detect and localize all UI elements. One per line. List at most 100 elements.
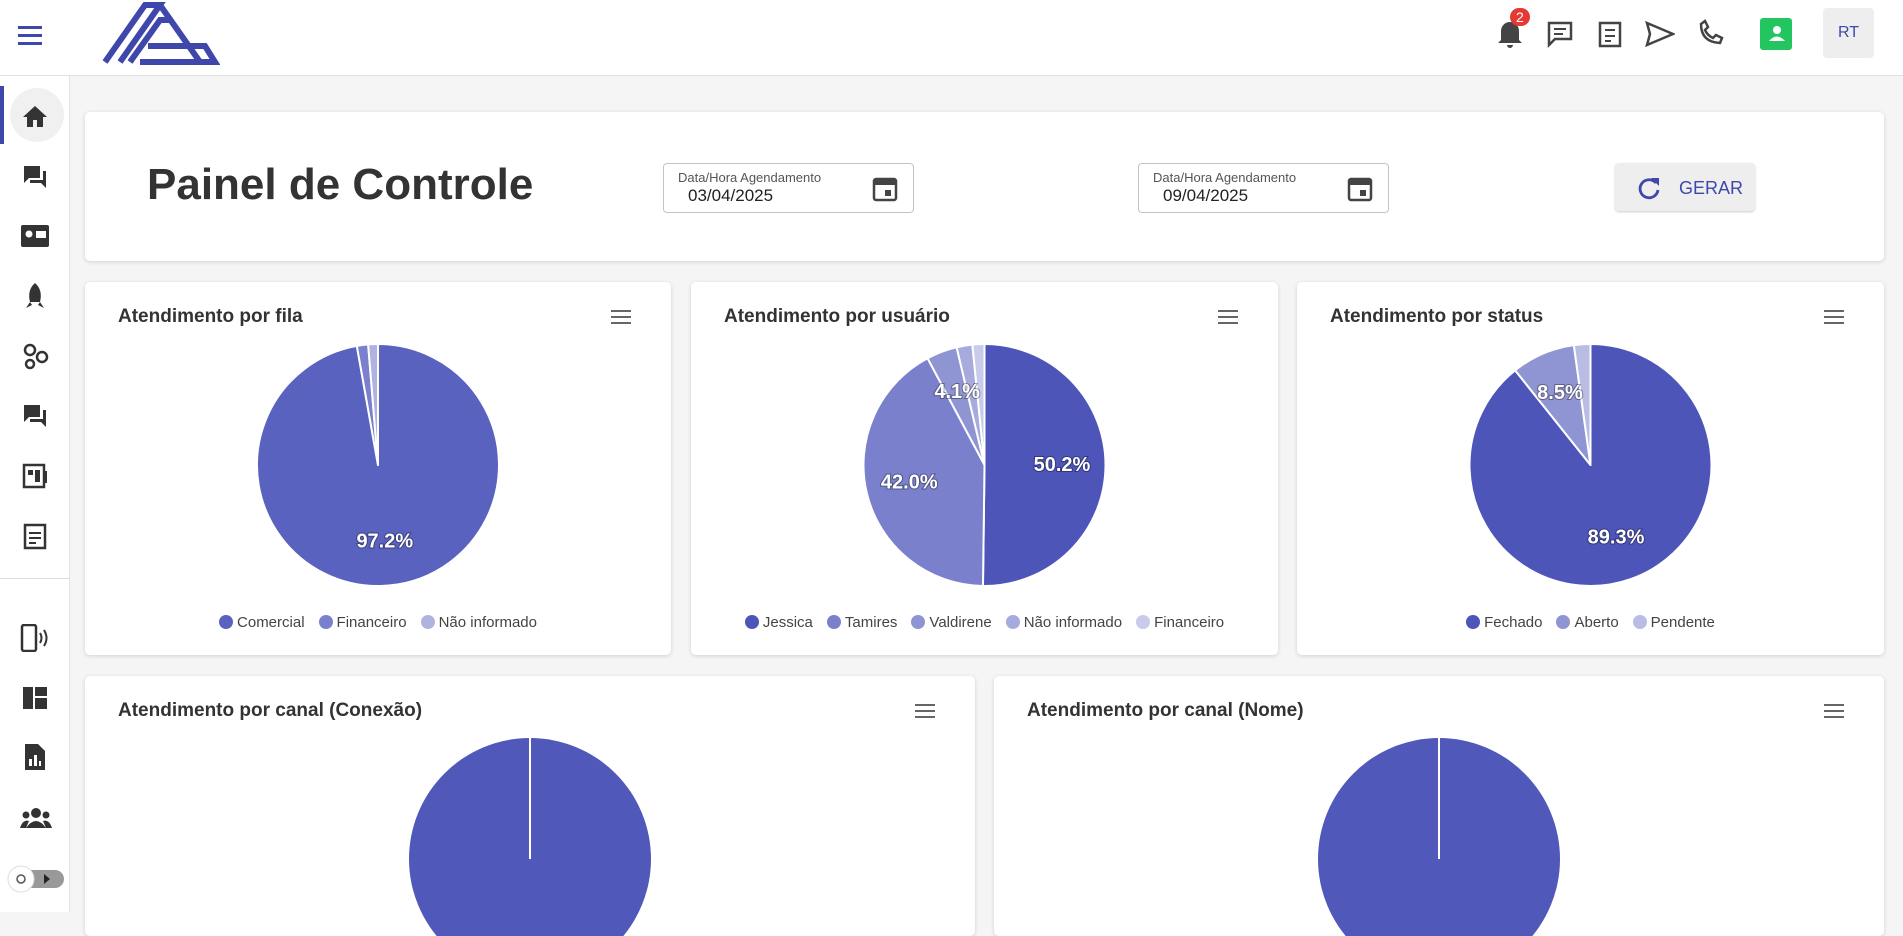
legend-item[interactable]: Pendente — [1632, 614, 1715, 631]
legend-label: Financeiro — [336, 614, 407, 631]
pie-slice — [862, 357, 986, 587]
menu-line — [1824, 716, 1844, 718]
chats-icon[interactable] — [22, 403, 48, 429]
chart-menu[interactable] — [611, 308, 633, 326]
legend-swatch — [318, 615, 333, 629]
legend-swatch — [420, 615, 435, 629]
panel-header: Painel de Controle Data/Hora Agendamento… — [85, 112, 1884, 261]
menu-line — [915, 710, 935, 712]
reports-icon[interactable] — [23, 743, 47, 771]
chart-card: Atendimento por canal (Nome) — [994, 676, 1884, 936]
home-icon[interactable] — [22, 104, 48, 128]
send-button[interactable] — [1645, 20, 1675, 48]
legend-label: Jessica — [762, 614, 813, 631]
legend-label: Pendente — [1650, 614, 1715, 631]
top-bar: 2 RT — [0, 0, 1903, 76]
menu-line — [1824, 322, 1844, 324]
tickets-icon[interactable] — [22, 164, 48, 190]
generate-button[interactable]: GERAR — [1615, 163, 1755, 211]
notifications-button[interactable] — [1496, 18, 1524, 48]
chart-card: Atendimento por canal (Conexão) — [85, 676, 975, 936]
pie-chart — [1318, 738, 1560, 936]
date-from-label: Data/Hora Agendamento — [678, 170, 822, 185]
legend-item[interactable]: Financeiro — [318, 614, 407, 631]
legend-item[interactable]: Não informado — [420, 614, 537, 631]
legend-label: Valdirene — [929, 614, 992, 631]
data-label: 50.2% — [1034, 454, 1091, 476]
legend-label: Aberto — [1574, 614, 1619, 631]
kanban-icon[interactable] — [22, 463, 48, 489]
legend-item[interactable]: Fechado — [1466, 614, 1542, 631]
date-to-field[interactable]: Data/Hora Agendamento 09/04/2025 — [1138, 163, 1389, 213]
menu-line — [1218, 322, 1238, 324]
menu-line — [1824, 704, 1844, 706]
sidebar-divider — [0, 578, 69, 579]
legend-item[interactable]: Valdirene — [911, 614, 992, 631]
calendar-icon[interactable] — [1347, 174, 1373, 202]
menu-line — [1824, 310, 1844, 312]
legend-swatch — [1556, 615, 1571, 629]
chart-title: Atendimento por usuário — [724, 306, 950, 327]
calendar-icon[interactable] — [872, 174, 898, 202]
legend-label: Fechado — [1484, 614, 1543, 631]
integrations-icon[interactable] — [22, 342, 50, 370]
panel-title: Painel de Controle — [147, 160, 534, 209]
theme-toggle[interactable] — [4, 864, 66, 894]
connections-icon[interactable] — [20, 624, 50, 652]
legend-item[interactable]: Jessica — [744, 614, 813, 631]
pie-chart: 89.3% 8.5% — [1468, 343, 1713, 587]
menu-line — [611, 310, 631, 312]
legend-item[interactable]: Comercial — [219, 614, 305, 631]
chart-title: Atendimento por fila — [118, 306, 303, 327]
legend-swatch — [1136, 615, 1151, 629]
users-icon[interactable] — [20, 806, 52, 830]
logo — [102, 2, 220, 65]
legend-item[interactable]: Financeiro — [1136, 614, 1224, 631]
chart-menu[interactable] — [1824, 702, 1846, 720]
chart-menu[interactable] — [1824, 308, 1846, 326]
date-from-field[interactable]: Data/Hora Agendamento 03/04/2025 — [663, 163, 914, 213]
data-label: 97.2% — [356, 530, 413, 552]
pie-chart: 97.2% — [256, 343, 500, 587]
data-label: 4.1% — [934, 381, 980, 403]
generate-label: GERAR — [1679, 178, 1744, 198]
data-label: 89.3% — [1588, 526, 1645, 548]
chart-menu[interactable] — [915, 702, 937, 720]
chart-card: Atendimento por status 89.3% 8.5% Fechado Ab… — [1297, 282, 1884, 655]
legend: Fechado Aberto Pendente — [1297, 614, 1884, 631]
schedule-icon[interactable] — [22, 522, 48, 550]
chart-menu[interactable] — [1218, 308, 1240, 326]
contacts-icon[interactable] — [20, 224, 50, 248]
tasks-button[interactable] — [1596, 19, 1624, 49]
legend-swatch — [1466, 615, 1481, 629]
legend-label: Não informado — [438, 614, 537, 631]
menu-line — [611, 316, 631, 318]
user-avatar[interactable]: RT — [1823, 8, 1874, 58]
sidebar — [0, 76, 70, 912]
chat-button[interactable] — [1546, 20, 1574, 48]
date-to-value: 09/04/2025 — [1163, 186, 1249, 205]
menu-line — [1824, 710, 1844, 712]
menu-button[interactable] — [18, 24, 52, 48]
contact-button[interactable] — [1760, 18, 1792, 50]
dashboard-icon[interactable] — [22, 686, 48, 710]
legend-swatch — [1005, 615, 1020, 629]
legend-label: Financeiro — [1154, 614, 1225, 631]
legend-item[interactable]: Aberto — [1556, 614, 1619, 631]
legend-swatch — [219, 615, 234, 629]
campaign-icon[interactable] — [24, 282, 46, 310]
chart-title: Atendimento por status — [1330, 306, 1544, 327]
legend-swatch — [744, 615, 759, 629]
notification-badge: 2 — [1510, 8, 1530, 26]
legend-item[interactable]: Tamires — [826, 614, 897, 631]
pie-chart: 50.2% 42.0% 4.1% — [862, 343, 1107, 587]
legend-swatch — [911, 615, 926, 629]
pie-slice — [1572, 343, 1592, 466]
phone-button[interactable] — [1697, 19, 1725, 47]
chart-title: Atendimento por canal (Conexão) — [118, 700, 423, 721]
menu-line — [1218, 310, 1238, 312]
pie-chart — [409, 738, 651, 936]
legend-swatch — [826, 615, 841, 629]
legend-item[interactable]: Não informado — [1005, 614, 1122, 631]
